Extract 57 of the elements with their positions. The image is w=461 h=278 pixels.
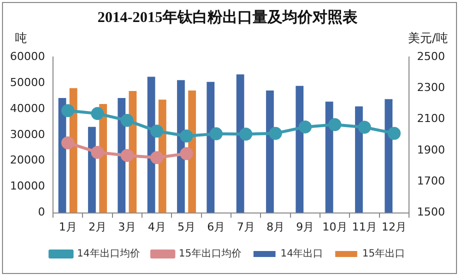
y2-axis-title: 美元/吨	[408, 31, 448, 46]
point	[358, 120, 372, 134]
bar	[355, 106, 363, 213]
x-tick-label: 7月	[236, 220, 255, 234]
bar	[266, 90, 274, 213]
y-tick-label: 0	[38, 206, 45, 219]
bar	[296, 86, 304, 213]
point	[150, 124, 164, 138]
legend-label: 14年出口均价	[77, 248, 140, 260]
y2-tick-label: 1500	[417, 206, 446, 219]
x-tick-label: 3月	[118, 220, 136, 234]
x-tick-label: 9月	[296, 220, 314, 234]
point	[210, 127, 223, 140]
bar	[325, 102, 334, 213]
x-tick-label: 10月	[322, 220, 348, 234]
point	[150, 151, 164, 164]
bar	[206, 82, 214, 213]
y-tick-label: 20000	[10, 154, 45, 167]
point	[61, 136, 74, 150]
y2-tick-label: 2500	[417, 50, 446, 63]
point	[328, 118, 342, 132]
y-tick-label: 10000	[10, 180, 45, 193]
point	[90, 107, 104, 120]
y-tick-label: 50000	[10, 76, 45, 89]
chart-title: 2014-2015年钛白粉出口量及均价对照表	[98, 8, 358, 26]
point	[180, 129, 193, 142]
y2-tick-label: 2100	[417, 112, 446, 126]
point	[180, 147, 193, 160]
point	[120, 114, 134, 127]
x-tick-label: 8月	[266, 220, 284, 234]
y-tick-label: 30000	[10, 128, 45, 141]
legend-label: 14年出口	[280, 248, 324, 260]
bar	[88, 126, 96, 213]
point	[388, 126, 401, 140]
y2-tick-label: 1900	[417, 143, 446, 156]
x-tick-label: 2月	[88, 220, 106, 234]
y2-tick-label: 2300	[417, 81, 446, 94]
point	[239, 128, 252, 141]
x-tick-label: 4月	[148, 220, 166, 234]
x-tick-label: 1月	[58, 220, 77, 234]
point	[120, 148, 134, 162]
point	[269, 126, 282, 140]
x-tick-label: 6月	[207, 220, 226, 234]
y-tick-label: 40000	[10, 102, 45, 115]
point	[61, 104, 74, 118]
point	[90, 146, 104, 159]
point	[298, 120, 312, 134]
legend-label: 15年出口	[362, 248, 405, 260]
y2-tick-label: 1700	[417, 174, 446, 188]
y-axis-title: 吨	[15, 31, 27, 46]
x-tick-label: 5月	[178, 220, 196, 234]
bar	[384, 99, 393, 213]
legend-label: 15年出口均价	[178, 248, 242, 260]
x-tick-label: 11月	[352, 220, 378, 234]
x-tick-label: 12月	[382, 220, 407, 234]
y-tick-label: 60000	[10, 50, 45, 63]
bar	[236, 74, 244, 213]
